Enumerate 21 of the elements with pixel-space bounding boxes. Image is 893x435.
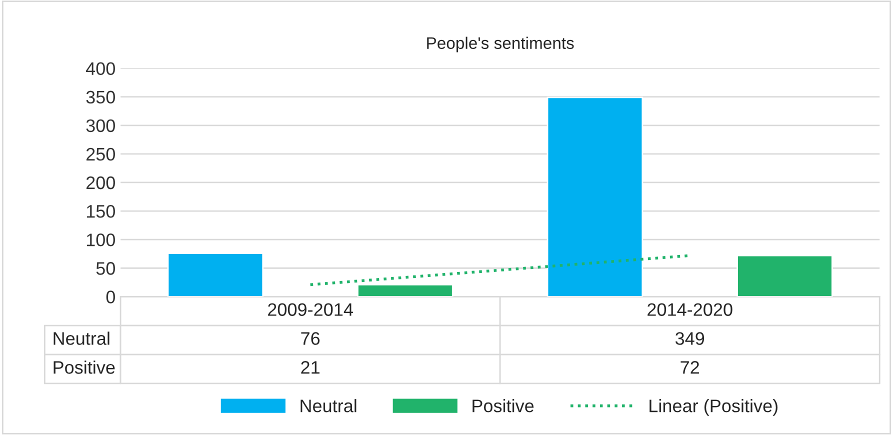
data-label: 72	[680, 361, 699, 374]
legend-label: Neutral	[300, 399, 356, 412]
chart-title: People's sentiments	[427, 36, 574, 52]
y-tick-label: 300	[86, 119, 115, 132]
data-label: 21	[301, 361, 320, 374]
y-tick-label: 250	[86, 148, 115, 161]
y-tick-label: 400	[86, 62, 115, 76]
x-tick-label: 2014-2020	[648, 303, 732, 316]
legend-label: Positive	[472, 399, 534, 412]
x-tick-label: 2009-2014	[268, 303, 353, 316]
y-tick-label: 350	[86, 90, 115, 104]
y-tick-label: 100	[86, 234, 115, 246]
y-tick-label: 50	[96, 262, 115, 275]
legend-label: Linear (Positive)	[650, 399, 778, 416]
text: Neutral	[54, 332, 110, 345]
text: Positive	[54, 360, 115, 374]
data-label: 349	[675, 332, 704, 345]
y-tick-label: 150	[86, 204, 115, 218]
data-label: 76	[301, 332, 320, 345]
y-tick-label: 200	[86, 176, 115, 190]
y-tick-label: 0	[106, 290, 115, 304]
